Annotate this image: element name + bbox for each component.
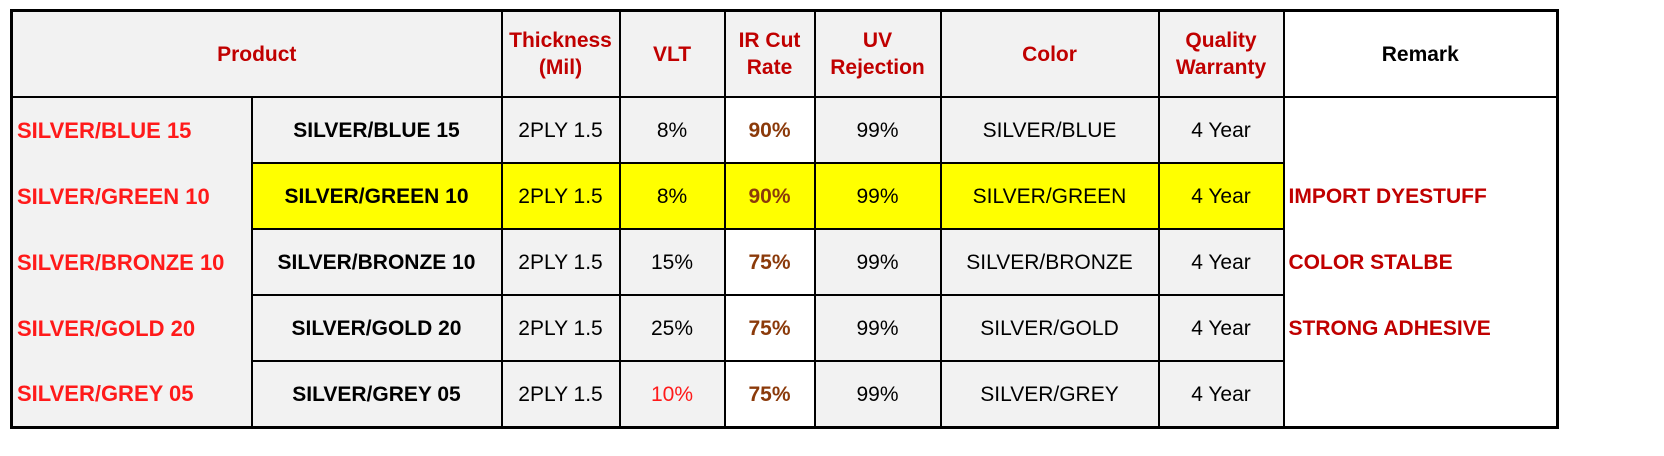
vlt-cell: 8% xyxy=(618,96,726,164)
remark-cell: STRONG ADHESIVE xyxy=(1282,295,1558,361)
table-row: SILVER/GOLD 20 SILVER/GOLD 20 2PLY 1.5 2… xyxy=(11,294,1558,362)
header-color: Color xyxy=(939,9,1160,98)
warranty-cell: 4 Year xyxy=(1157,228,1285,296)
warranty-cell: 4 Year xyxy=(1157,162,1285,230)
remark-cell: IMPORT DYESTUFF xyxy=(1282,163,1558,229)
uv-cell: 99% xyxy=(813,294,942,362)
product-spec-table: Product Thickness (Mil) VLT IR Cut Rate … xyxy=(10,9,1559,429)
thickness-cell: 2PLY 1.5 xyxy=(500,162,621,230)
color-cell: SILVER/BRONZE xyxy=(939,228,1160,296)
ir-cut-cell: 75% xyxy=(723,294,816,362)
remark-cell xyxy=(1282,96,1558,163)
table-row-highlighted: SILVER/GREEN 10 SILVER/GREEN 10 2PLY 1.5… xyxy=(11,162,1558,230)
color-cell: SILVER/GOLD xyxy=(939,294,1160,362)
header-uv-rejection: UV Rejection xyxy=(813,9,942,98)
vlt-cell: 15% xyxy=(618,228,726,296)
remark-cell xyxy=(1282,361,1558,428)
product-spec-table-wrapper: Product Thickness (Mil) VLT IR Cut Rate … xyxy=(10,9,1559,429)
thickness-cell: 2PLY 1.5 xyxy=(500,360,621,429)
uv-cell: 99% xyxy=(813,228,942,296)
model-cell: SILVER/BRONZE 10 xyxy=(250,228,503,296)
thickness-cell: 2PLY 1.5 xyxy=(500,228,621,296)
table-row: SILVER/GREY 05 SILVER/GREY 05 2PLY 1.5 1… xyxy=(11,360,1558,429)
warranty-cell: 4 Year xyxy=(1157,360,1285,429)
uv-cell: 99% xyxy=(813,162,942,230)
warranty-cell: 4 Year xyxy=(1157,96,1285,164)
header-vlt: VLT xyxy=(618,9,726,98)
series-name-cell: SILVER/BRONZE 10 xyxy=(11,229,253,295)
warranty-cell: 4 Year xyxy=(1157,294,1285,362)
ir-cut-cell: 90% xyxy=(723,162,816,230)
header-remark: Remark xyxy=(1282,9,1559,98)
series-name-cell: SILVER/BLUE 15 xyxy=(11,96,253,163)
header-thickness: Thickness (Mil) xyxy=(500,9,621,98)
header-row: Product Thickness (Mil) VLT IR Cut Rate … xyxy=(10,9,1559,98)
ir-cut-cell: 90% xyxy=(723,96,816,164)
model-cell: SILVER/GREY 05 xyxy=(250,360,503,429)
color-cell: SILVER/GREY xyxy=(939,360,1160,429)
thickness-cell: 2PLY 1.5 xyxy=(500,294,621,362)
remark-cell: COLOR STALBE xyxy=(1282,229,1558,295)
uv-cell: 99% xyxy=(813,96,942,164)
series-name-cell: SILVER/GREEN 10 xyxy=(11,163,253,229)
color-cell: SILVER/BLUE xyxy=(939,96,1160,164)
vlt-cell: 25% xyxy=(618,294,726,362)
header-quality-warranty: Quality Warranty xyxy=(1157,9,1285,98)
thickness-cell: 2PLY 1.5 xyxy=(500,96,621,164)
uv-cell: 99% xyxy=(813,360,942,429)
vlt-cell: 8% xyxy=(618,162,726,230)
header-product: Product xyxy=(10,9,503,98)
table-row: SILVER/BRONZE 10 SILVER/BRONZE 10 2PLY 1… xyxy=(11,228,1558,296)
table-row: SILVER/BLUE 15 SILVER/BLUE 15 2PLY 1.5 8… xyxy=(11,96,1558,164)
vlt-cell: 10% xyxy=(618,360,726,429)
model-cell: SILVER/GREEN 10 xyxy=(250,162,503,230)
ir-cut-cell: 75% xyxy=(723,228,816,296)
color-cell: SILVER/GREEN xyxy=(939,162,1160,230)
model-cell: SILVER/BLUE 15 xyxy=(250,96,503,164)
ir-cut-cell: 75% xyxy=(723,360,816,429)
header-ir-cut-rate: IR Cut Rate xyxy=(723,9,816,98)
model-cell: SILVER/GOLD 20 xyxy=(250,294,503,362)
series-name-cell: SILVER/GOLD 20 xyxy=(11,295,253,361)
series-name-cell: SILVER/GREY 05 xyxy=(11,361,253,428)
